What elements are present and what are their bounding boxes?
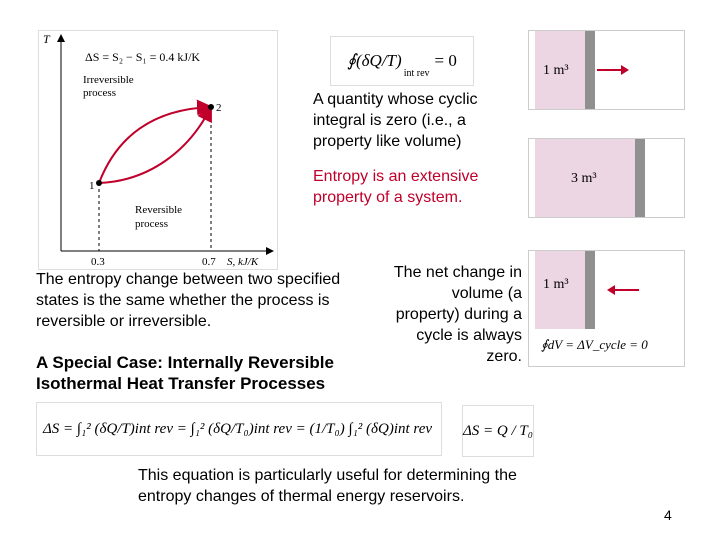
cyclic-integral-subscript: int rev [403,68,430,79]
entropy-change-text: The entropy change between two specified… [36,271,341,330]
point-2-dot [208,104,214,110]
point-1-label: 1 [89,180,95,192]
special-case-line-1: A Special Case: Internally Reversible [36,353,334,372]
isothermal-entropy-equation: ΔS = ∫₁² (δQ/T)int rev = ∫₁² (δQ/T₀)int … [36,402,442,456]
entropy-extensive-text: Entropy is an extensive property of a sy… [313,168,479,206]
piston-cylinder-middle: 3 m³ [528,138,685,218]
tick-label-03: 0.3 [91,256,105,268]
t-axis-label: T [43,32,51,46]
reversible-label-1: Reversible [135,204,182,216]
gas-region-middle [535,139,635,217]
net-change-text: The net change in volume (a property) du… [393,264,522,365]
gas-region-bottom [535,251,585,329]
point-1-dot [96,180,102,186]
volume-label-bottom: 1 m³ [543,277,569,292]
gas-region-top [535,31,585,109]
reversible-curve [98,105,212,184]
cyclic-integral-rhs: = 0 [434,51,457,70]
irreversible-curve [98,99,213,184]
s-axis-label: S, kJ/K [227,256,259,268]
special-case-line-2: Isothermal Heat Transfer Processes [36,374,326,393]
cyclic-volume-equation: ∮dV = ΔV_cycle = 0 [541,337,648,352]
ts-diagram-svg: T ΔS = S₂ − S₁ = 0.4 kJ/K Irreversible p… [43,32,274,268]
ts-diagram: T ΔS = S₂ − S₁ = 0.4 kJ/K Irreversible p… [38,30,278,270]
irreversible-label-1: Irreversible [83,74,134,86]
piston-cylinder-bottom: 1 m³ ∮dV = ΔV_cycle = 0 [528,250,685,367]
entropy-result-equation: ΔS = Q / T₀ [462,405,534,457]
piston-top [585,31,595,109]
cyclic-integral-equation: ∮(δQ/T) int rev = 0 [330,36,474,86]
special-case-heading: A Special Case: Internally Reversible Is… [36,352,396,394]
volume-label-top: 1 m³ [543,63,569,78]
tick-label-07: 0.7 [202,256,216,268]
arrow-left-icon [607,285,615,295]
point-2-label: 2 [216,102,222,114]
useful-equation-text: This equation is particularly useful for… [138,467,517,505]
piston-cylinder-top: 1 m³ [528,30,685,110]
irreversible-label-2: process [83,87,116,99]
page-number: 4 [664,507,672,523]
piston-middle [635,139,645,217]
delta-s-equation: ΔS = S₂ − S₁ = 0.4 kJ/K [85,50,200,64]
arrow-right-icon [597,69,621,71]
cyclic-integral-lhs: ∮(δQ/T) [347,51,402,70]
piston-bottom [585,251,595,329]
cyclic-integral-caption: A quantity whose cyclic integral is zero… [313,91,478,150]
volume-label-middle: 3 m³ [571,171,597,186]
reversible-label-2: process [135,218,168,230]
